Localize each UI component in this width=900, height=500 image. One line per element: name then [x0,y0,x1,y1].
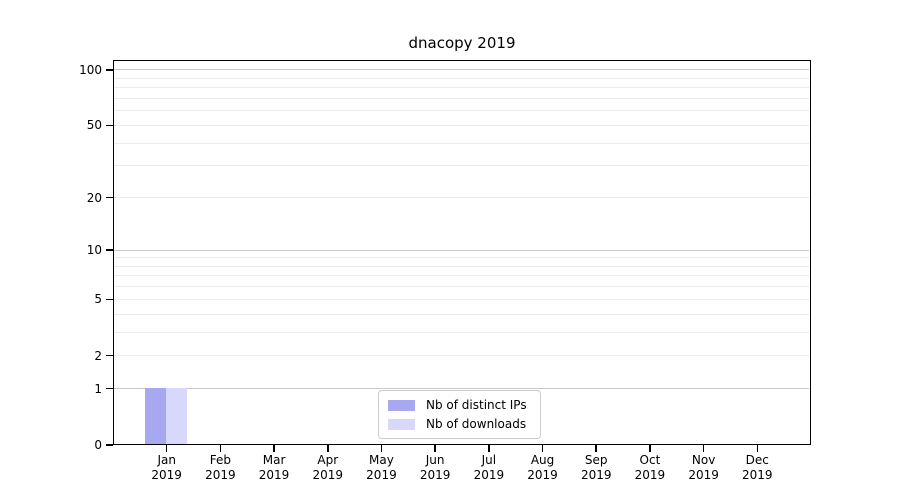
x-axis-tick-label: May 2019 [345,453,417,483]
chart-title: dnacopy 2019 [408,34,516,52]
bar-downloads [166,388,188,445]
y-tick-mark [106,249,113,251]
x-axis-tick-label: Jan 2019 [131,453,203,483]
x-tick-mark [488,445,490,452]
x-axis-tick-label: Dec 2019 [721,453,793,483]
gridline-minor [114,331,809,333]
x-axis-tick-label-line: Apr [317,453,339,467]
y-tick-mark [106,444,113,446]
gridline-minor [114,165,809,167]
x-axis-tick-label: Mar 2019 [238,453,310,483]
gridline-minor [114,286,809,288]
gridline-minor [114,265,809,267]
gridline-minor [114,355,809,357]
x-tick-mark [649,445,651,452]
x-axis-tick-label-line: 2019 [205,468,236,482]
x-axis-tick-label: Apr 2019 [292,453,364,483]
legend-item: Nb of downloads [388,416,527,432]
x-axis-tick-label: Jul 2019 [453,453,525,483]
x-axis-tick-label-line: Dec [745,453,769,467]
legend-swatch [388,399,415,411]
x-axis-tick-label-line: 2019 [312,468,344,482]
x-axis-tick-label-line: Aug [530,453,555,467]
x-axis-tick-label-line: Mar [262,453,286,467]
gridline-minor [114,110,809,112]
legend: Nb of distinct IPs Nb of downloads [378,390,541,439]
x-tick-mark [327,445,329,452]
x-axis-tick-label-line: Oct [639,453,661,467]
x-axis-tick-label-line: 2019 [580,468,612,482]
x-axis-tick-label-line: 2019 [258,468,290,482]
x-axis-tick-label-line: Sep [584,453,608,467]
legend-item: Nb of distinct IPs [388,397,527,413]
x-axis-tick-label-line: 2019 [688,468,719,482]
x-tick-mark [219,445,222,452]
x-tick-mark [434,445,436,452]
gridline-minor [114,197,809,198]
x-axis-tick-label-line: 2019 [151,468,182,482]
y-axis-tick-label: 0 [94,438,102,452]
x-axis-tick-label-line: 2019 [634,468,666,482]
x-tick-mark [756,445,759,452]
x-tick-mark [273,445,275,452]
x-axis-tick-label-line: Jun [425,453,445,467]
x-axis-tick-label: Feb 2019 [184,453,256,483]
x-axis-tick-label-line: Jul [481,453,497,467]
y-tick-mark [106,298,113,301]
y-axis-tick-label: 20 [86,190,102,205]
gridline-major [114,388,809,390]
gridline-minor [114,142,809,144]
x-axis-tick-label-line: 2019 [419,468,451,482]
x-axis-tick-label-line: 2019 [742,468,773,482]
x-axis-tick-label: Sep 2019 [560,453,632,483]
gridline-minor [114,124,809,126]
gridline-minor [114,97,809,99]
x-axis-tick-label-line: Feb [209,453,231,467]
x-axis-tick-label: Aug 2019 [507,453,579,483]
y-tick-mark [106,196,113,199]
x-tick-mark [380,445,383,452]
y-tick-mark [106,387,113,390]
x-tick-mark [595,445,597,452]
x-tick-mark [702,445,705,452]
x-axis-tick-label: Nov 2019 [668,453,740,483]
x-axis-tick-label-line: Jan [157,453,176,467]
x-axis-tick-label-line: 2019 [366,468,397,482]
gridline-minor [114,87,809,89]
legend-label: Nb of downloads [426,417,527,431]
y-tick-mark [106,124,113,127]
y-axis-tick-label: 10 [86,243,102,258]
x-axis-tick-label-line: Nov [691,453,716,467]
gridline-minor [114,77,809,79]
y-axis-tick-label: 1 [94,381,102,396]
gridline-minor [114,257,809,259]
x-axis-tick-label-line: May [369,453,394,467]
x-axis-tick-label: Jun 2019 [399,453,471,483]
gridline-minor [114,298,809,300]
gridline-minor [114,313,809,315]
x-tick-mark [541,445,544,452]
y-axis-tick-label: 50 [86,118,102,133]
y-axis-tick-label: 100 [79,62,102,77]
y-tick-mark [106,69,113,71]
x-tick-mark [165,445,168,452]
bar-distinct-ips [145,388,167,445]
gridline-minor [114,275,809,277]
legend-swatch [388,418,415,430]
x-axis-tick-label-line: 2019 [473,468,505,482]
y-axis-tick-label: 2 [94,348,102,363]
gridline-major [114,69,809,71]
gridline-major [114,249,809,251]
x-axis-tick-label: Oct 2019 [614,453,686,483]
legend-label: Nb of distinct IPs [426,398,527,412]
y-axis-tick-label: 5 [94,292,102,307]
y-tick-mark [106,354,113,357]
plot-area [113,60,811,445]
x-axis-tick-label-line: 2019 [527,468,558,482]
